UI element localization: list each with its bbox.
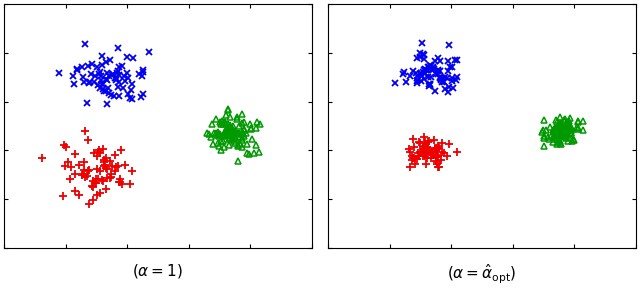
X-axis label: $(\alpha = \hat{\alpha}_{\mathrm{opt}})$: $(\alpha = \hat{\alpha}_{\mathrm{opt}})$ <box>447 262 517 286</box>
X-axis label: $(\alpha = 1)$: $(\alpha = 1)$ <box>132 262 184 280</box>
